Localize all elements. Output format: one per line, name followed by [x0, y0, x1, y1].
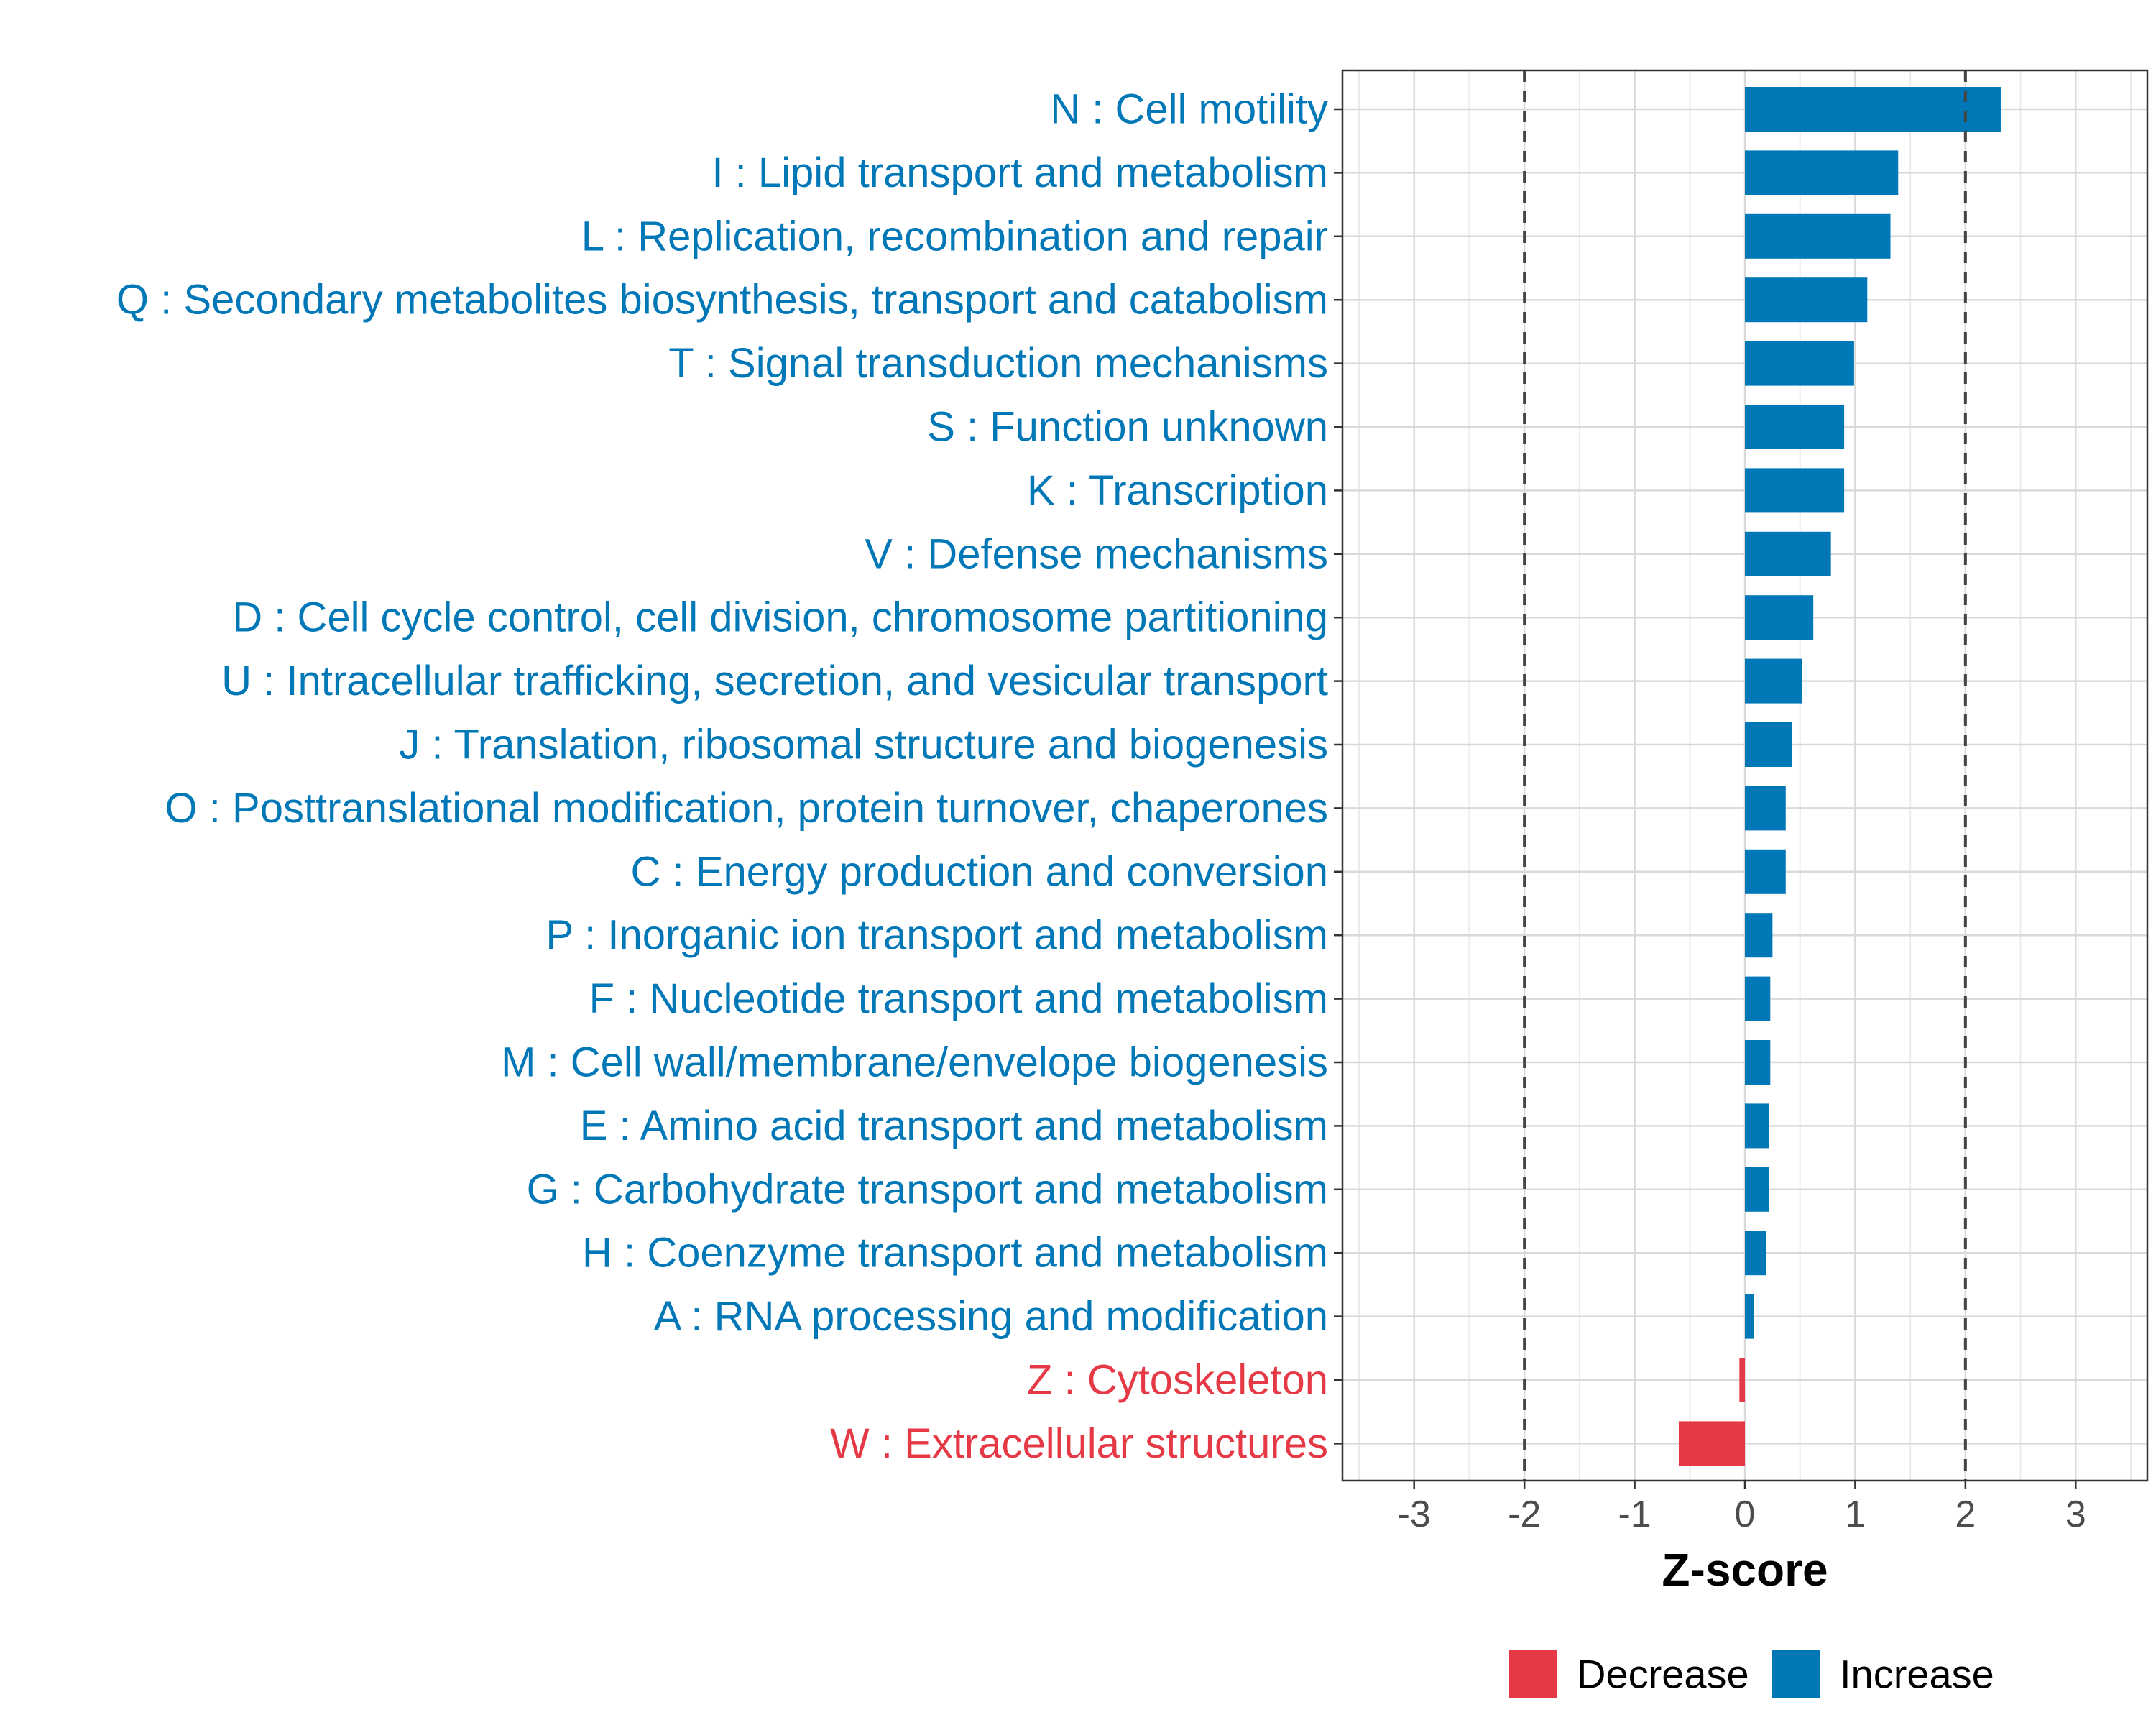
bar — [1745, 1103, 1769, 1149]
category-label: L : Replication, recombination and repai… — [581, 213, 1328, 259]
category-label: G : Carbohydrate transport and metabolis… — [527, 1166, 1328, 1213]
bar — [1745, 277, 1868, 323]
bar — [1745, 213, 1891, 259]
category-label: S : Function unknown — [927, 404, 1328, 451]
x-tick-label: -1 — [1618, 1494, 1651, 1535]
x-axis-title: Z-score — [1662, 1544, 1828, 1596]
category-label: T : Signal transduction mechanisms — [668, 340, 1328, 387]
category-label: W : Extracellular structures — [830, 1420, 1328, 1467]
bar — [1745, 341, 1854, 386]
category-label: D : Cell cycle control, cell division, c… — [232, 594, 1328, 641]
category-label: N : Cell motility — [1050, 86, 1328, 133]
category-label: F : Nucleotide transport and metabolism — [589, 975, 1328, 1022]
legend-swatch — [1772, 1650, 1820, 1698]
category-label: O : Posttranslational modification, prot… — [165, 785, 1328, 832]
category-label: E : Amino acid transport and metabolism — [580, 1103, 1328, 1149]
bar — [1745, 531, 1831, 576]
category-label: K : Transcription — [1027, 467, 1328, 514]
bar — [1745, 913, 1773, 958]
x-tick-label: 2 — [1955, 1494, 1976, 1535]
bar — [1745, 405, 1845, 449]
bar — [1745, 150, 1899, 196]
bars-layer — [1678, 87, 2001, 1466]
y-axis-ticks: N : Cell motility I : Lipid transport and… — [116, 86, 1342, 1467]
bar — [1745, 1230, 1766, 1276]
x-tick-label: 3 — [2065, 1494, 2086, 1535]
legend: Decrease Increase — [1509, 1650, 1994, 1698]
bar — [1745, 976, 1771, 1021]
legend-label: Increase — [1840, 1652, 1994, 1697]
x-axis-ticks: -3 -2 -1 0 1 2 3 — [1398, 1481, 2086, 1535]
bar — [1678, 1421, 1745, 1466]
bar — [1745, 722, 1792, 767]
bar — [1745, 786, 1786, 831]
bar — [1745, 1294, 1754, 1339]
bar — [1745, 1040, 1771, 1085]
x-tick-label: -3 — [1398, 1494, 1431, 1535]
bar — [1745, 87, 2001, 132]
bar — [1745, 1167, 1769, 1212]
legend-swatch — [1509, 1650, 1557, 1698]
x-tick-label: -2 — [1508, 1494, 1541, 1535]
bar — [1745, 658, 1802, 704]
x-tick-label: 1 — [1845, 1494, 1866, 1535]
reference-lines — [1523, 70, 1967, 1481]
bar — [1739, 1358, 1745, 1402]
x-tick-label: 0 — [1735, 1494, 1756, 1535]
category-label: C : Energy production and conversion — [631, 848, 1328, 895]
category-label: Z : Cytoskeleton — [1027, 1357, 1328, 1404]
category-label: Q : Secondary metabolites biosynthesis, … — [116, 277, 1328, 323]
legend-label: Decrease — [1577, 1652, 1749, 1697]
category-label: J : Translation, ribosomal structure and… — [399, 722, 1328, 768]
category-label: I : Lipid transport and metabolism — [711, 150, 1328, 196]
category-label: V : Defense mechanisms — [865, 530, 1328, 577]
category-label: H : Coenzyme transport and metabolism — [582, 1230, 1328, 1276]
bar — [1745, 468, 1845, 513]
bar — [1745, 849, 1786, 894]
category-label: U : Intracellular trafficking, secretion… — [221, 658, 1328, 704]
bar — [1745, 595, 1814, 640]
category-label: M : Cell wall/membrane/envelope biogenes… — [501, 1039, 1328, 1086]
category-label: P : Inorganic ion transport and metaboli… — [545, 912, 1328, 959]
category-label: A : RNA processing and modification — [654, 1293, 1328, 1340]
